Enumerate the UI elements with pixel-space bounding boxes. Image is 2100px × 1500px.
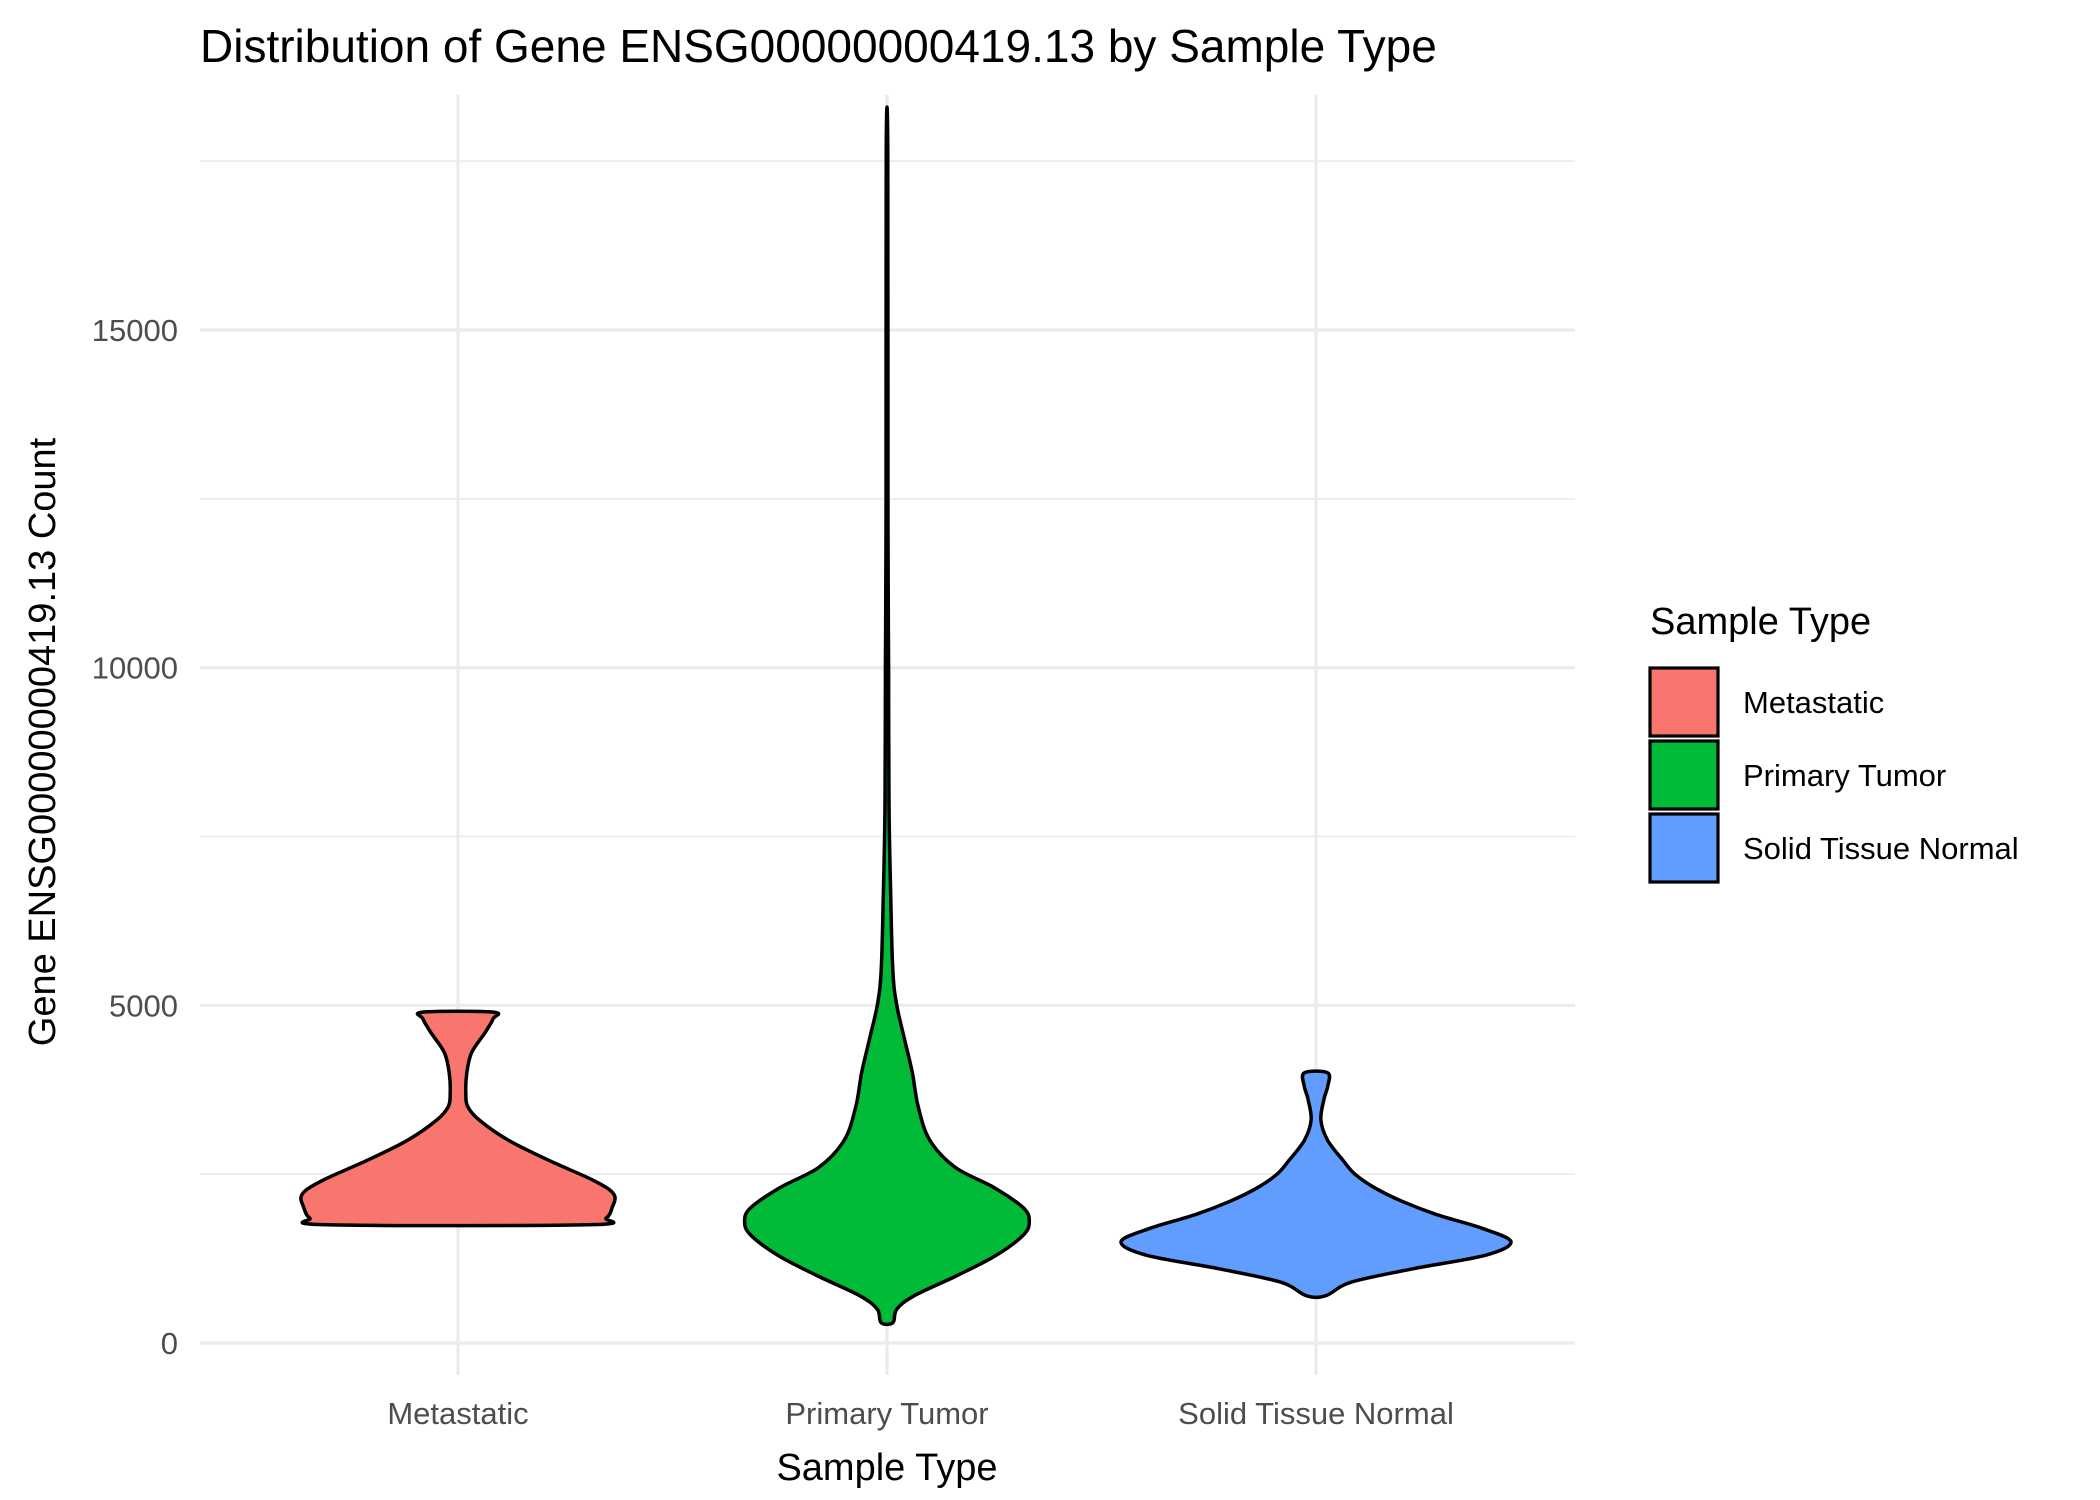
chart-title: Distribution of Gene ENSG00000000419.13 … [200, 20, 1437, 72]
legend-key-metastatic [1648, 666, 1720, 738]
x-tick-label: Primary Tumor [785, 1396, 988, 1431]
legend-key-solid-tissue-normal [1648, 812, 1720, 884]
violin-layer [299, 105, 1513, 1327]
x-tick-label: Metastatic [387, 1396, 528, 1431]
y-tick-label: 0 [161, 1326, 178, 1361]
violin-metastatic [299, 1009, 617, 1228]
legend-label: Primary Tumor [1743, 758, 1946, 793]
y-tick-label: 10000 [92, 651, 178, 686]
legend: Sample Type Metastatic Primary Tumor Solid… [1648, 601, 2019, 884]
legend-items: Metastatic Primary Tumor Solid Tissue Norm… [1648, 666, 2019, 884]
y-tick-label: 15000 [92, 313, 178, 348]
axis-layer: 0 5000 10000 15000 Metastatic Primary Tumor So… [92, 313, 1454, 1431]
x-tick-label: Solid Tissue Normal [1178, 1396, 1454, 1431]
legend-title: Sample Type [1650, 601, 1871, 643]
legend-key-primary-tumor [1648, 739, 1720, 811]
violin-solid-tissue-normal [1119, 1069, 1513, 1300]
legend-label: Metastatic [1743, 685, 1884, 720]
y-axis-title: Gene ENSG00000000419.13 Count [22, 437, 64, 1046]
y-tick-label: 5000 [109, 988, 178, 1023]
violin-primary-tumor [742, 105, 1032, 1327]
x-axis-title: Sample Type [776, 1447, 997, 1489]
legend-label: Solid Tissue Normal [1743, 831, 2019, 866]
